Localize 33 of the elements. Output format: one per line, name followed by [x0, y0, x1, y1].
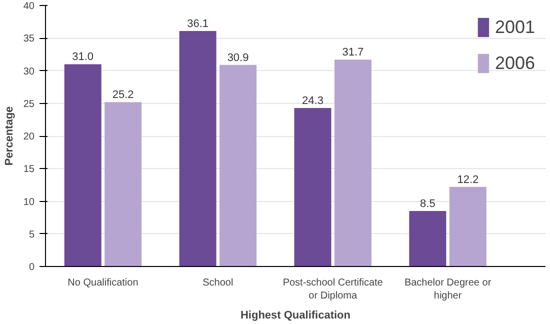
y-tick-label: 15	[23, 164, 35, 176]
data-label: 25.2	[112, 89, 134, 102]
y-tick-label: 40	[23, 1, 35, 12]
bar	[179, 30, 216, 266]
legend-label: 2001	[494, 16, 535, 38]
y-tick-label: 30	[23, 66, 35, 78]
data-label: 30.9	[227, 52, 249, 64]
y-axis-title: Percentage	[3, 106, 16, 166]
bar	[409, 211, 446, 266]
x-tick-label: Post-school Certificate or Diploma	[282, 278, 384, 302]
data-label: 8.5	[420, 198, 436, 210]
bar	[449, 186, 486, 266]
y-tick-label: 10	[23, 196, 35, 208]
data-label: 31.0	[72, 51, 94, 64]
data-label: 36.1	[187, 18, 209, 30]
x-axis-title: Highest Qualification	[240, 310, 351, 322]
bar	[220, 64, 257, 266]
bar	[64, 64, 102, 266]
bar	[104, 102, 142, 266]
y-tick-label: 35	[23, 34, 35, 45]
y-tick-label: 0	[28, 262, 35, 273]
y-tick-label: 5	[28, 229, 35, 240]
legend-label: 2006	[494, 52, 535, 74]
data-label: 12.2	[457, 174, 479, 186]
data-label: 24.3	[302, 94, 324, 107]
x-tick-label: No Qualification	[68, 278, 138, 288]
x-tick-label: School	[202, 278, 234, 288]
y-tick-label: 20	[23, 132, 35, 142]
bar	[334, 60, 372, 266]
bar	[294, 108, 332, 266]
x-tick-label: Bachelor Degree or higher	[404, 278, 492, 302]
data-label: 31.7	[342, 46, 364, 59]
y-tick-label: 25	[23, 98, 35, 110]
